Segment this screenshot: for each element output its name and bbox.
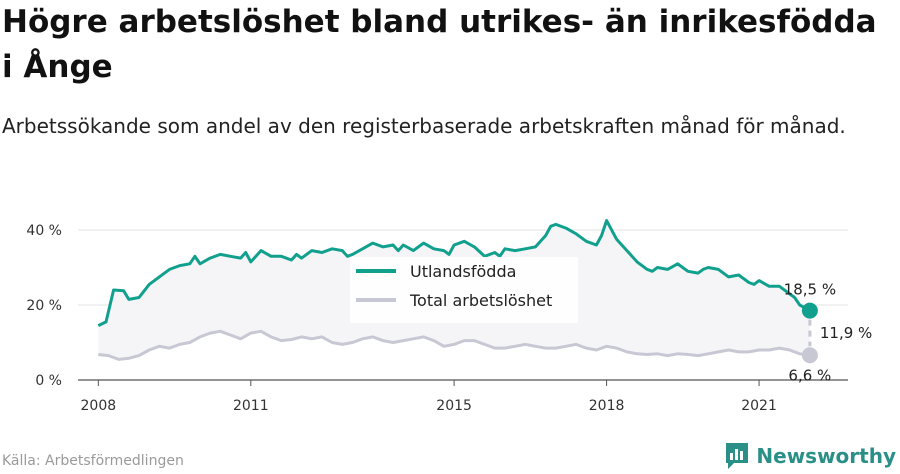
- end-label-foreign: 18,5 %: [784, 281, 836, 299]
- x-tick-label: 2018: [589, 398, 625, 414]
- x-tick-label: 2021: [741, 398, 777, 414]
- end-point-total: [801, 347, 818, 364]
- series-line-total: [98, 329, 811, 361]
- y-tick-label: 20 %: [26, 298, 62, 314]
- gap-label: 11,9 %: [820, 324, 872, 342]
- legend-background: [350, 257, 578, 323]
- x-tick-label: 2008: [81, 398, 117, 414]
- line-chart: 0 %20 %40 % 2008 2011 2015 2018 2021 18,5 % …: [26, 219, 872, 414]
- legend-label-foreign: Utlandsfödda: [410, 262, 516, 281]
- newsworthy-logo-icon: [726, 443, 749, 469]
- end-label-total: 6,6 %: [788, 366, 831, 384]
- legend: Utlandsfödda Total arbetslöshet: [350, 257, 578, 323]
- x-tick-label: 2015: [436, 398, 472, 414]
- legend-label-total: Total arbetslöshet: [409, 291, 552, 310]
- chart-subtitle: Arbetssökande som andel av den registerb…: [2, 114, 846, 138]
- end-point-foreign: [801, 302, 818, 319]
- chart-title: Högre arbetslöshet bland utrikes- än inr…: [2, 4, 877, 85]
- y-tick-label: 40 %: [26, 223, 62, 239]
- brand-name: Newsworthy: [756, 444, 896, 468]
- x-tick-label: 2011: [233, 398, 269, 414]
- source-note: Källa: Arbetsförmedlingen: [2, 453, 184, 469]
- brand-logo[interactable]: Newsworthy: [724, 441, 896, 471]
- x-axis-ticks: 2008 2011 2015 2018 2021: [81, 380, 777, 414]
- y-tick-label: 0 %: [35, 373, 62, 389]
- series-line-foreign: [97, 219, 811, 327]
- y-axis-ticks: 0 % 20 % 40 %: [26, 223, 62, 389]
